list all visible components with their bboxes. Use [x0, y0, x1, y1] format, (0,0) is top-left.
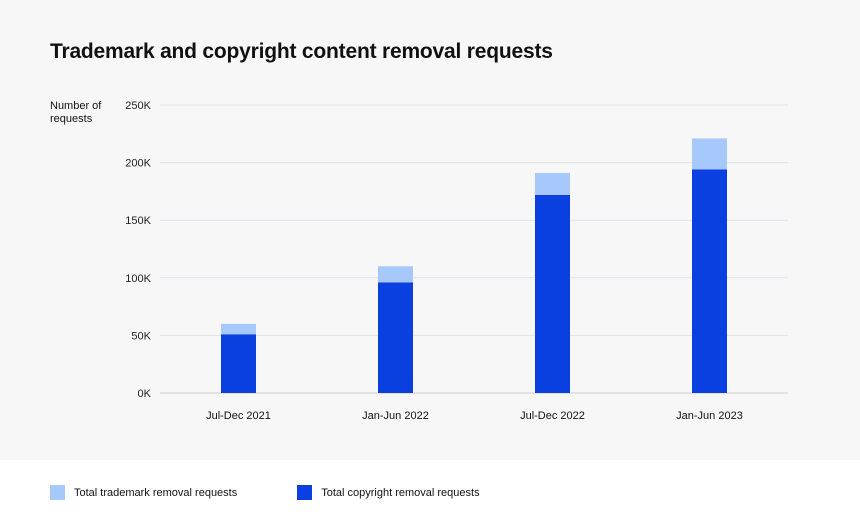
legend-swatch-trademark [50, 485, 65, 500]
bar-copyright [221, 334, 256, 393]
legend-label-trademark: Total trademark removal requests [74, 486, 238, 499]
chart-title: Trademark and copyright content removal … [50, 40, 553, 63]
y-tick-label: 0K [138, 388, 152, 400]
bar-trademark [221, 323, 256, 335]
bar-trademark [535, 172, 570, 195]
legend: Total trademark removal requests Total c… [50, 485, 480, 500]
y-tick-label: 200K [125, 158, 151, 170]
legend-label-copyright: Total copyright removal requests [321, 486, 480, 499]
x-tick-label: Jan-Jun 2023 [676, 410, 743, 422]
y-axis-label: Number of requests [50, 100, 102, 125]
x-tick-label: Jul-Dec 2021 [206, 410, 271, 422]
x-tick-label: Jul-Dec 2022 [520, 410, 585, 422]
x-tick-label: Jan-Jun 2022 [362, 410, 429, 422]
legend-swatch-copyright [297, 485, 313, 500]
bar-trademark [692, 138, 727, 170]
bar-copyright [692, 169, 727, 393]
bar-trademark [378, 266, 413, 283]
y-tick-label: 50K [131, 330, 151, 342]
y-tick-label: 150K [125, 215, 151, 227]
legend-item-trademark: Total trademark removal requests [50, 485, 237, 500]
legend-item-copyright: Total copyright removal requests [297, 485, 480, 500]
bar-copyright [378, 282, 413, 393]
y-tick-label: 250K [125, 100, 151, 112]
bar-copyright [535, 194, 570, 393]
y-tick-label: 100K [125, 273, 151, 285]
bar-chart: 0K 50K 100K 150K 200K 250K Jul-Dec 2021 Jan-Jun… [125, 100, 788, 422]
